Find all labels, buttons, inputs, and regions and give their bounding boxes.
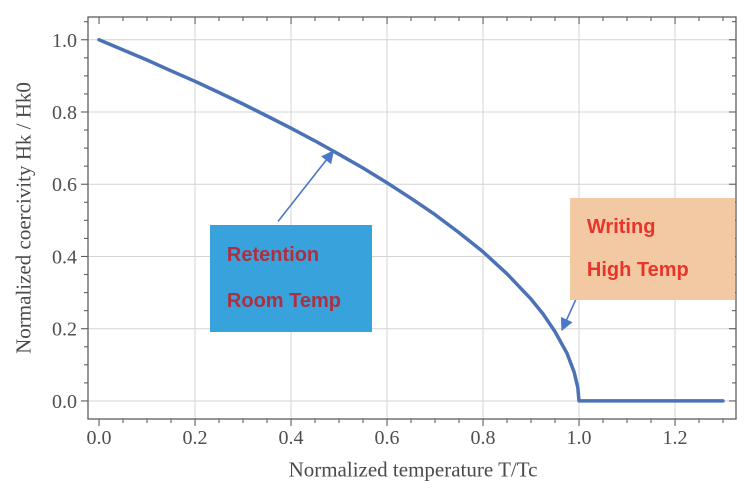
annotation-writing-box: Writing High Temp: [569, 197, 736, 300]
annotation-writing-line-1: Writing: [586, 216, 656, 239]
y-tick-label: 1.0: [52, 30, 77, 52]
y-tick-label: 0.4: [52, 246, 77, 268]
annotation-arrow-writing: [560, 299, 577, 332]
annotation-retention-line-2: Room Temp: [226, 290, 341, 313]
annotation-arrow-retention: [277, 150, 334, 222]
plot-frame: [87, 16, 737, 420]
x-axis-label: Normalized temperature T/Tc: [288, 457, 538, 482]
annotation-retention-line-1: Retention: [226, 244, 320, 267]
annotation-writing-line-2: High Temp: [586, 259, 689, 282]
x-tick-label: 0.8: [471, 427, 496, 449]
coercivity-curve: [97, 38, 725, 403]
y-tick-label: 0.2: [52, 319, 77, 341]
y-tick-label: 0.0: [52, 391, 77, 413]
annotation-retention-box: Retention Room Temp: [209, 224, 373, 332]
y-tick-label: 0.8: [52, 102, 77, 124]
x-tick-label: 0.6: [375, 427, 400, 449]
y-tick-label: 0.6: [52, 174, 77, 196]
x-tick-label: 0.0: [87, 427, 112, 449]
x-tick-label: 0.2: [183, 427, 208, 449]
y-axis-label: Normalized coercivity Hk / Hk0: [11, 82, 36, 354]
x-tick-label: 1.0: [567, 427, 592, 449]
x-tick-label: 1.2: [663, 427, 688, 449]
x-tick-label: 0.4: [279, 427, 304, 449]
